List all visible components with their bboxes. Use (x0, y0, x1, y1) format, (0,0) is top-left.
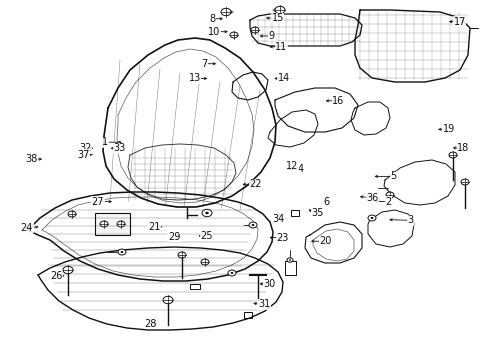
Text: 19: 19 (442, 124, 454, 134)
Text: 13: 13 (188, 73, 201, 84)
Circle shape (230, 272, 233, 274)
Text: 20: 20 (318, 236, 331, 246)
Circle shape (250, 27, 259, 33)
Circle shape (370, 217, 373, 219)
Circle shape (385, 192, 393, 198)
Text: 34: 34 (272, 213, 285, 224)
Text: 25: 25 (200, 231, 212, 241)
Circle shape (274, 6, 285, 14)
Circle shape (100, 221, 108, 227)
Circle shape (251, 224, 254, 226)
Circle shape (286, 258, 292, 262)
Circle shape (178, 252, 185, 258)
Circle shape (448, 152, 456, 158)
Text: 26: 26 (50, 271, 62, 282)
Text: 15: 15 (271, 13, 284, 23)
Text: 3: 3 (407, 215, 413, 225)
Text: 38: 38 (25, 154, 38, 164)
Text: 30: 30 (263, 279, 276, 289)
Text: 2: 2 (385, 197, 391, 207)
Circle shape (460, 179, 468, 185)
Text: 36: 36 (366, 193, 378, 203)
Circle shape (205, 212, 208, 214)
Text: 27: 27 (91, 197, 104, 207)
Text: 9: 9 (268, 31, 274, 41)
Text: 8: 8 (209, 14, 215, 24)
Text: 18: 18 (456, 143, 469, 153)
Text: 29: 29 (167, 232, 180, 242)
Circle shape (121, 251, 123, 253)
Text: 6: 6 (323, 197, 329, 207)
Text: 24: 24 (20, 222, 33, 233)
Circle shape (229, 32, 238, 38)
Circle shape (202, 209, 212, 217)
Text: 11: 11 (274, 42, 287, 52)
Text: 10: 10 (207, 27, 220, 37)
Text: 7: 7 (201, 59, 207, 69)
Text: 12: 12 (285, 161, 298, 171)
Circle shape (68, 211, 76, 217)
Text: 35: 35 (311, 208, 324, 218)
Text: 33: 33 (113, 143, 126, 153)
Circle shape (248, 222, 257, 228)
Text: 23: 23 (276, 233, 288, 243)
Circle shape (163, 296, 173, 304)
Bar (190, 284, 200, 289)
Bar (244, 312, 251, 318)
Polygon shape (95, 213, 130, 235)
Text: 21: 21 (147, 222, 160, 232)
Text: 37: 37 (77, 150, 89, 160)
Text: 14: 14 (277, 73, 289, 84)
Text: 4: 4 (297, 164, 303, 174)
Text: 16: 16 (331, 96, 344, 106)
Text: 1: 1 (102, 137, 108, 147)
Text: 32: 32 (79, 143, 92, 153)
Text: 28: 28 (144, 319, 157, 329)
Circle shape (63, 266, 73, 274)
Circle shape (288, 259, 290, 261)
Text: 31: 31 (257, 299, 270, 309)
Text: 17: 17 (452, 17, 465, 27)
Circle shape (118, 249, 126, 255)
Bar (285, 261, 295, 275)
Circle shape (201, 259, 208, 265)
Bar (290, 210, 298, 216)
Text: 22: 22 (248, 179, 261, 189)
Circle shape (227, 270, 236, 276)
Circle shape (117, 221, 125, 227)
Text: 5: 5 (390, 171, 396, 181)
Circle shape (367, 215, 375, 221)
Circle shape (221, 8, 230, 16)
